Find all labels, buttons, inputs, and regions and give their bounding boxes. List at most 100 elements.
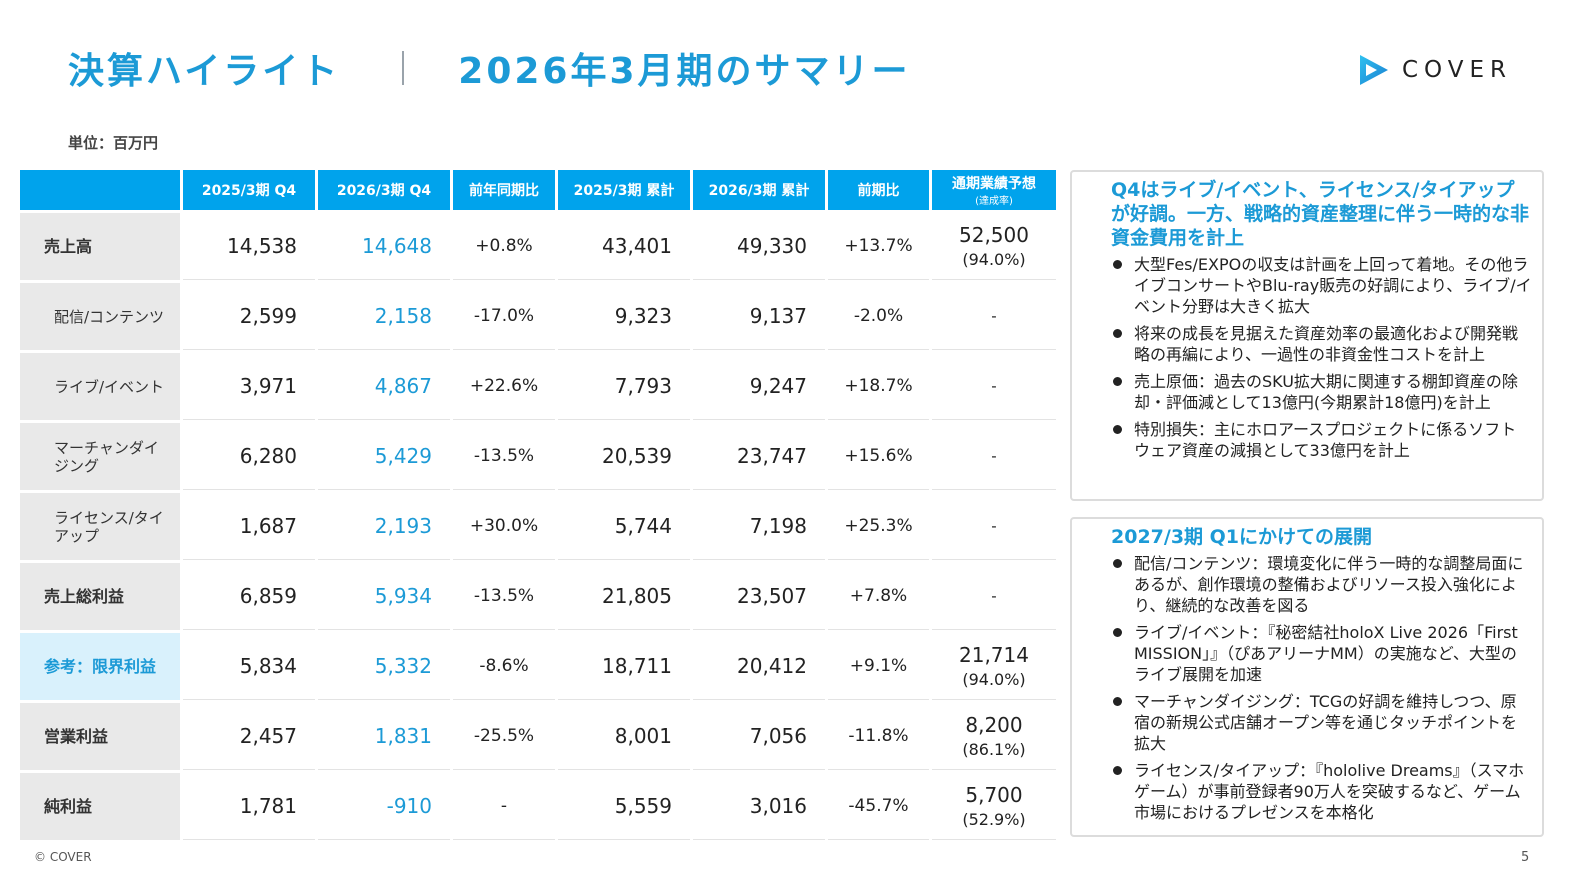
forecast-amount: 8,200: [965, 713, 1023, 737]
yoy-change: +22.6%: [453, 353, 555, 420]
table-row: 営業利益 2,457 1,831 -25.5% 8,001 7,056 -11.8% 8,20…: [20, 703, 1056, 770]
table-row: 売上総利益 6,859 5,934 -13.5% 21,805 23,507 +7.8% -: [20, 563, 1056, 630]
header-blank: [20, 170, 180, 210]
q4-prev-value: 2,457: [183, 703, 315, 770]
yoy-change: +30.0%: [453, 493, 555, 560]
logo-wordmark: COVER: [1402, 57, 1513, 83]
page-title: 決算ハイライト 2026年3月期のサマリー: [68, 40, 911, 96]
cum-prev-value: 5,559: [558, 773, 690, 840]
list-item: マーチャンダイジング：TCGの好調を維持しつつ、原宿の新規公式店舗オープン等を通…: [1113, 691, 1532, 754]
cum-cur-value: 23,747: [693, 423, 825, 490]
cum-change: +18.7%: [828, 353, 929, 420]
outlook-box: 2027/3期 Q1にかけての展開 配信/コンテンツ：環境変化に伴う一時的な調整…: [1070, 517, 1544, 837]
forecast-value: -: [932, 563, 1056, 630]
cum-prev-value: 18,711: [558, 633, 690, 700]
header-q4-cur: 2026/3期 Q4: [318, 170, 450, 210]
yoy-change: -13.5%: [453, 423, 555, 490]
forecast-value: -: [932, 353, 1056, 420]
forecast-value: 5,700 (52.9%): [932, 773, 1056, 840]
list-item: 特別損失：主にホロアースプロジェクトに係るソフトウェア資産の減損として33億円を…: [1113, 419, 1532, 461]
cum-cur-value: 7,056: [693, 703, 825, 770]
table-row: 配信/コンテンツ 2,599 2,158 -17.0% 9,323 9,137 -2.0% -: [20, 283, 1056, 350]
q4-cur-value: -910: [318, 773, 450, 840]
forecast-value: -: [932, 283, 1056, 350]
table-row: 参考：限界利益 5,834 5,332 -8.6% 18,711 20,412 +9.1% 2…: [20, 633, 1056, 700]
forecast-amount: 52,500: [959, 223, 1029, 247]
row-label: ライブ/イベント: [20, 353, 180, 420]
table-row: マーチャンダイジング 6,280 5,429 -13.5% 20,539 23,747 +1…: [20, 423, 1056, 490]
forecast-rate: (94.0%): [962, 250, 1026, 269]
copyright: © COVER: [34, 850, 92, 864]
header-yoy: 前年同期比: [453, 170, 555, 210]
title-right: 2026年3月期のサマリー: [458, 51, 911, 92]
q4-summary-box: Q4はライブ/イベント、ライセンス/タイアップが好調。一方、戦略的資産整理に伴う…: [1070, 170, 1544, 501]
forecast-rate: (52.9%): [962, 810, 1026, 829]
cum-change: +25.3%: [828, 493, 929, 560]
cum-cur-value: 7,198: [693, 493, 825, 560]
outlook-heading: 2027/3期 Q1にかけての展開: [1111, 526, 1373, 548]
q4-cur-value: 5,429: [318, 423, 450, 490]
yoy-change: -25.5%: [453, 703, 555, 770]
q4-prev-value: 3,971: [183, 353, 315, 420]
cum-change: -11.8%: [828, 703, 929, 770]
q4-prev-value: 5,834: [183, 633, 315, 700]
cover-logo: COVER: [1354, 50, 1512, 90]
row-label: 配信/コンテンツ: [20, 283, 180, 350]
row-label: 営業利益: [20, 703, 180, 770]
cum-prev-value: 5,744: [558, 493, 690, 560]
cum-prev-value: 21,805: [558, 563, 690, 630]
yoy-change: -13.5%: [453, 563, 555, 630]
cover-logo-icon: [1360, 55, 1388, 85]
list-item: 売上原価：過去のSKU拡大期に関連する棚卸資産の除却・評価減として13億円(今期…: [1113, 371, 1532, 413]
q4-summary-list: 大型Fes/EXPOの収支は計画を上回って着地。その他ライブコンサートやBlu-…: [1072, 254, 1542, 461]
row-label: ライセンス/タイアップ: [20, 493, 180, 560]
cum-change: +9.1%: [828, 633, 929, 700]
q4-cur-value: 4,867: [318, 353, 450, 420]
q4-prev-value: 14,538: [183, 213, 315, 280]
q4-prev-value: 2,599: [183, 283, 315, 350]
forecast-value: 52,500 (94.0%): [932, 213, 1056, 280]
yoy-change: -17.0%: [453, 283, 555, 350]
q4-prev-value: 6,280: [183, 423, 315, 490]
cum-cur-value: 3,016: [693, 773, 825, 840]
unit-label: 単位：百万円: [68, 134, 159, 152]
title-left: 決算ハイライト: [68, 51, 341, 92]
header-forecast-note: (達成率): [975, 196, 1013, 207]
forecast-amount: 5,700: [965, 783, 1023, 807]
cum-prev-value: 9,323: [558, 283, 690, 350]
q4-cur-value: 1,831: [318, 703, 450, 770]
forecast-value: 8,200 (86.1%): [932, 703, 1056, 770]
cum-prev-value: 43,401: [558, 213, 690, 280]
forecast-amount: 21,714: [959, 643, 1029, 667]
q4-prev-value: 1,781: [183, 773, 315, 840]
cum-cur-value: 20,412: [693, 633, 825, 700]
header-cum-prev: 2025/3期 累計: [558, 170, 690, 210]
row-label: 売上高: [20, 213, 180, 280]
table-row: ライブ/イベント 3,971 4,867 +22.6% 7,793 9,247 +18.7%…: [20, 353, 1056, 420]
cum-change: -2.0%: [828, 283, 929, 350]
q4-prev-value: 1,687: [183, 493, 315, 560]
forecast-value: -: [932, 493, 1056, 560]
header-q4-prev: 2025/3期 Q4: [183, 170, 315, 210]
cum-cur-value: 9,137: [693, 283, 825, 350]
cum-change: +13.7%: [828, 213, 929, 280]
list-item: 配信/コンテンツ：環境変化に伴う一時的な調整局面にあるが、創作環境の整備およびリ…: [1113, 553, 1532, 616]
cum-cur-value: 23,507: [693, 563, 825, 630]
q4-cur-value: 5,934: [318, 563, 450, 630]
cum-change: -45.7%: [828, 773, 929, 840]
header-cum-yoy: 前期比: [828, 170, 929, 210]
cum-prev-value: 8,001: [558, 703, 690, 770]
yoy-change: +0.8%: [453, 213, 555, 280]
table-header-row: 2025/3期 Q4 2026/3期 Q4 前年同期比 2025/3期 累計 2…: [20, 170, 1056, 210]
table-row: ライセンス/タイアップ 1,687 2,193 +30.0% 5,744 7,198 +25…: [20, 493, 1056, 560]
yoy-change: -: [453, 773, 555, 840]
forecast-value: 21,714 (94.0%): [932, 633, 1056, 700]
cum-prev-value: 7,793: [558, 353, 690, 420]
forecast-value: -: [932, 423, 1056, 490]
forecast-rate: (86.1%): [962, 740, 1026, 759]
list-item: ライセンス/タイアップ：『hololive Dreams』（スマホゲーム）が事前…: [1113, 760, 1532, 823]
page-number: 5: [1521, 850, 1530, 865]
cum-cur-value: 9,247: [693, 353, 825, 420]
financial-table: 2025/3期 Q4 2026/3期 Q4 前年同期比 2025/3期 累計 2…: [17, 167, 1059, 843]
title-divider: [402, 51, 405, 85]
